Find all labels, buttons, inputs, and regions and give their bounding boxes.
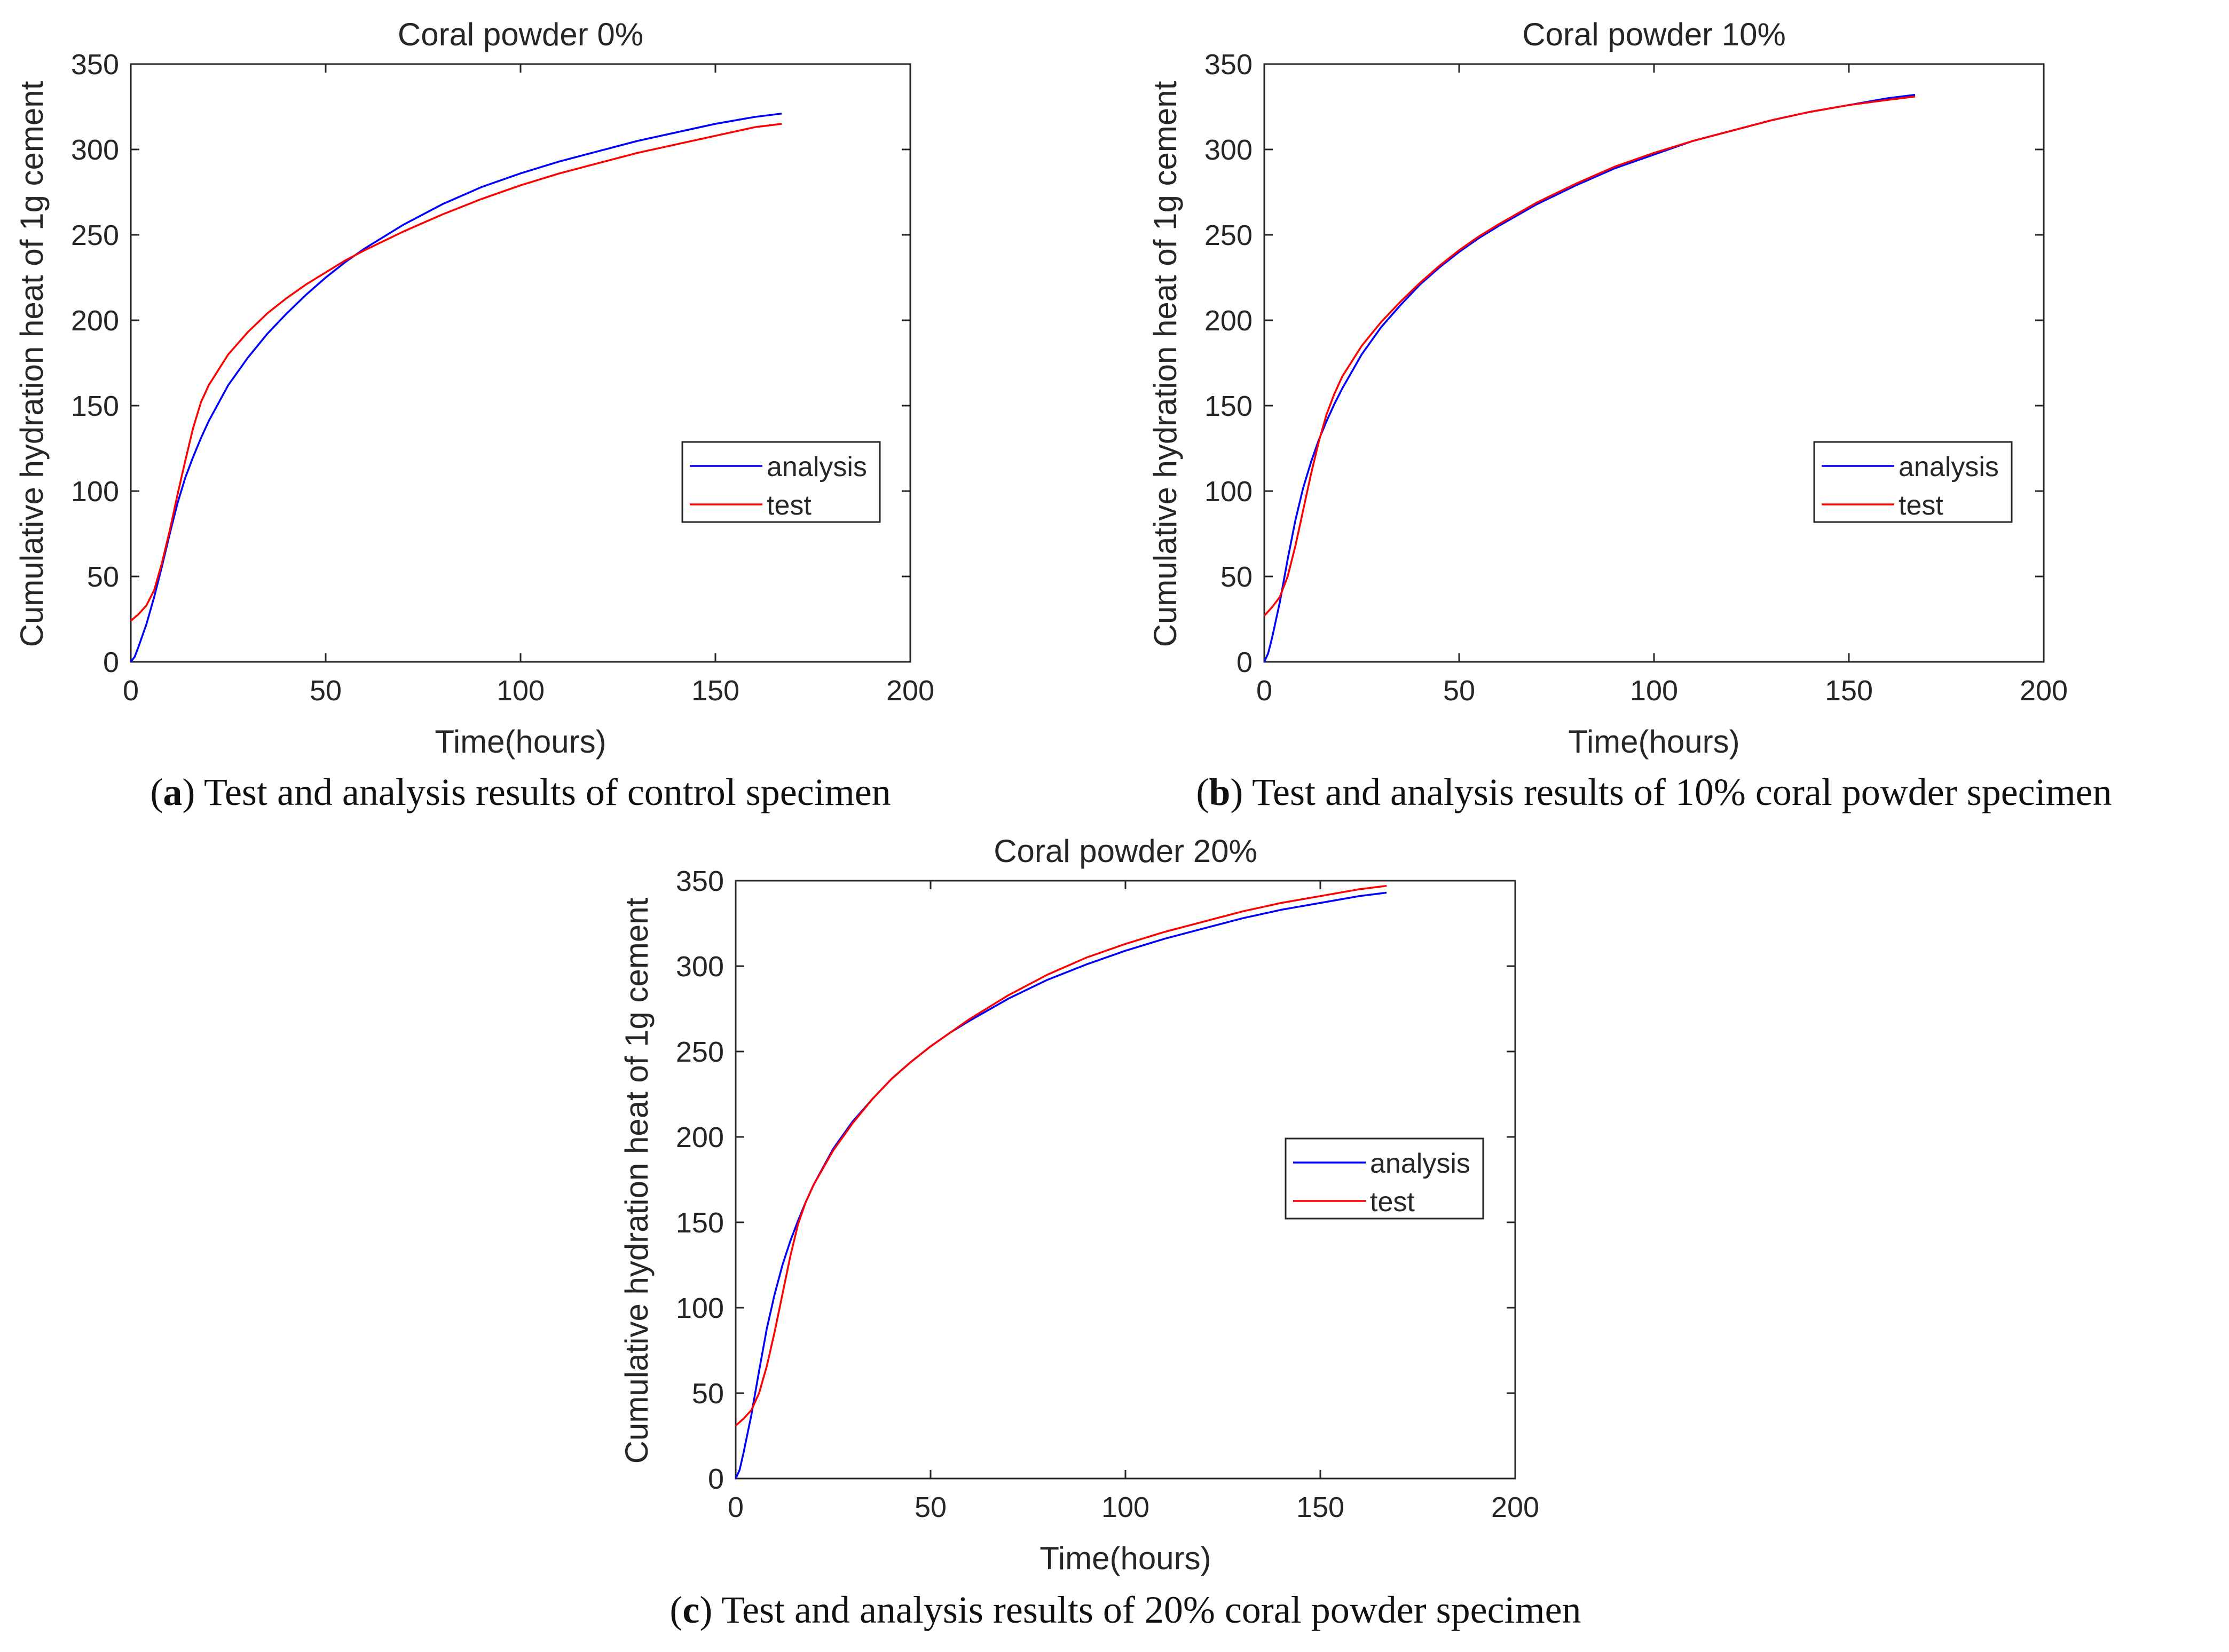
- panel-a-legend: analysis test: [681, 441, 881, 523]
- panel-b-legend-box: [1813, 441, 2013, 523]
- panel-c-ytick-label-0: 0: [708, 1463, 724, 1495]
- panel-c-xtick-label-2: 100: [1101, 1491, 1149, 1523]
- panel-a-xtick-label-0: 0: [123, 675, 139, 707]
- panel-b-plot: 0 50 100 150 200 0 50 100 150 200 250 300 350 analysi…: [1204, 49, 2068, 707]
- panel-b-ytick-label-0: 0: [1236, 646, 1253, 678]
- panel-b-xtick-label-0: 0: [1256, 675, 1272, 707]
- panel-b-ylabel: Cumulative hydration heat of 1g cement: [1147, 81, 1183, 647]
- panel-b-caption: (b) Test and analysis results of 10% cor…: [1196, 771, 2112, 813]
- panel-a-xtick-label-4: 200: [886, 675, 934, 707]
- panel-b-ytick-label-1: 50: [1220, 561, 1253, 593]
- panel-b: Coral powder 10% Cumulative hydration he…: [1147, 17, 2112, 813]
- panel-b-caption-letter: b: [1209, 771, 1230, 813]
- panel-a-ytick-label-3: 150: [71, 390, 119, 422]
- panel-a-plot: 0 50 100 150 200 0 50 100 150 200 250 300 350 analysi…: [71, 49, 934, 707]
- panel-b-title: Coral powder 10%: [1522, 17, 1786, 52]
- panel-a-caption-letter: a: [163, 771, 182, 813]
- panel-c-caption-letter: c: [682, 1588, 699, 1631]
- panel-b-xlabel: Time(hours): [1568, 724, 1739, 760]
- panel-c-xtick-label-1: 50: [915, 1491, 947, 1523]
- panel-c: Coral powder 20% Cumulative hydration he…: [619, 833, 1581, 1631]
- panel-a-legend-box: [681, 441, 881, 523]
- panel-a-legend-label-analysis: analysis: [767, 452, 867, 483]
- panel-b-series-test: [1263, 96, 1916, 616]
- panel-b-legend-label-test: test: [1899, 490, 1943, 521]
- panel-b-ytick-label-5: 250: [1204, 219, 1253, 251]
- panel-a-xtick-label-3: 150: [691, 675, 739, 707]
- panel-b-legend-label-analysis: analysis: [1899, 452, 1999, 483]
- panel-b-ytick-label-7: 350: [1204, 49, 1253, 81]
- panel-c-ytick-label-6: 300: [676, 951, 724, 983]
- panel-c-xtick-label-3: 150: [1296, 1491, 1344, 1523]
- panel-c-ytick-label-3: 150: [676, 1207, 724, 1239]
- panel-a-series-test: [130, 123, 782, 622]
- panel-c-legend-label-test: test: [1370, 1187, 1415, 1218]
- panel-a-ytick-label-2: 100: [71, 476, 119, 508]
- panel-a-ytick-label-5: 250: [71, 219, 119, 251]
- panel-a-xtick-label-1: 50: [310, 675, 342, 707]
- panel-c-caption: (c) Test and analysis results of 20% cor…: [670, 1588, 1581, 1631]
- panel-a-caption: (a) Test and analysis results of control…: [150, 771, 891, 813]
- panel-c-xlabel: Time(hours): [1039, 1540, 1211, 1576]
- panel-c-xtick-label-4: 200: [1491, 1491, 1539, 1523]
- panel-a-ytick-label-0: 0: [103, 646, 119, 678]
- panel-b-xtick-label-3: 150: [1825, 675, 1873, 707]
- panel-c-ytick-label-1: 50: [692, 1378, 724, 1410]
- panel-c-legend: analysis test: [1285, 1137, 1484, 1220]
- panel-a-series-analysis: [130, 113, 782, 663]
- panel-b-ytick-label-4: 200: [1204, 305, 1253, 337]
- panel-a-axes-box: [130, 63, 911, 663]
- panel-c-legend-label-analysis: analysis: [1370, 1148, 1470, 1179]
- panel-b-caption-text: ) Test and analysis results of 10% coral…: [1230, 771, 2112, 813]
- panel-a: Coral powder 0% Cumulative hydration hea…: [14, 17, 934, 813]
- panel-a-xtick-label-2: 100: [497, 675, 545, 707]
- panel-c-ytick-label-7: 350: [676, 865, 724, 897]
- panel-c-ytick-label-2: 100: [676, 1292, 724, 1324]
- panel-b-ytick-label-3: 150: [1204, 390, 1253, 422]
- panel-c-title: Coral powder 20%: [994, 833, 1257, 869]
- panel-b-xtick-label-2: 100: [1630, 675, 1678, 707]
- panel-a-ylabel: Cumulative hydration heat of 1g cement: [14, 81, 50, 647]
- panel-c-ylabel: Cumulative hydration heat of 1g cement: [619, 897, 655, 1464]
- panel-a-xlabel: Time(hours): [435, 724, 606, 760]
- panel-b-axes-box: [1263, 63, 2045, 663]
- panel-c-ytick-label-5: 250: [676, 1036, 724, 1068]
- panel-a-ytick-label-7: 350: [71, 49, 119, 81]
- panel-b-legend: analysis test: [1813, 441, 2013, 523]
- panel-a-title: Coral powder 0%: [398, 17, 643, 52]
- panel-a-ytick-label-4: 200: [71, 305, 119, 337]
- panel-c-series-test: [735, 884, 1387, 1427]
- panel-a-caption-text: ) Test and analysis results of control s…: [182, 771, 891, 813]
- panel-a-ytick-label-1: 50: [87, 561, 119, 593]
- panel-c-caption-text: ) Test and analysis results of 20% coral…: [699, 1588, 1581, 1631]
- panel-b-xtick-label-1: 50: [1443, 675, 1475, 707]
- panel-c-xtick-label-0: 0: [728, 1491, 744, 1523]
- panel-a-legend-label-test: test: [767, 490, 812, 521]
- panel-c-legend-box: [1285, 1137, 1484, 1220]
- panel-b-ytick-label-2: 100: [1204, 476, 1253, 508]
- panel-b-xtick-label-4: 200: [2020, 675, 2068, 707]
- panel-c-plot: 0 50 100 150 200 0 50 100 150 200 250 300 350 analysi…: [676, 865, 1539, 1523]
- panel-c-ytick-label-4: 200: [676, 1121, 724, 1153]
- panel-a-ytick-label-6: 300: [71, 134, 119, 166]
- panel-b-ytick-label-6: 300: [1204, 134, 1253, 166]
